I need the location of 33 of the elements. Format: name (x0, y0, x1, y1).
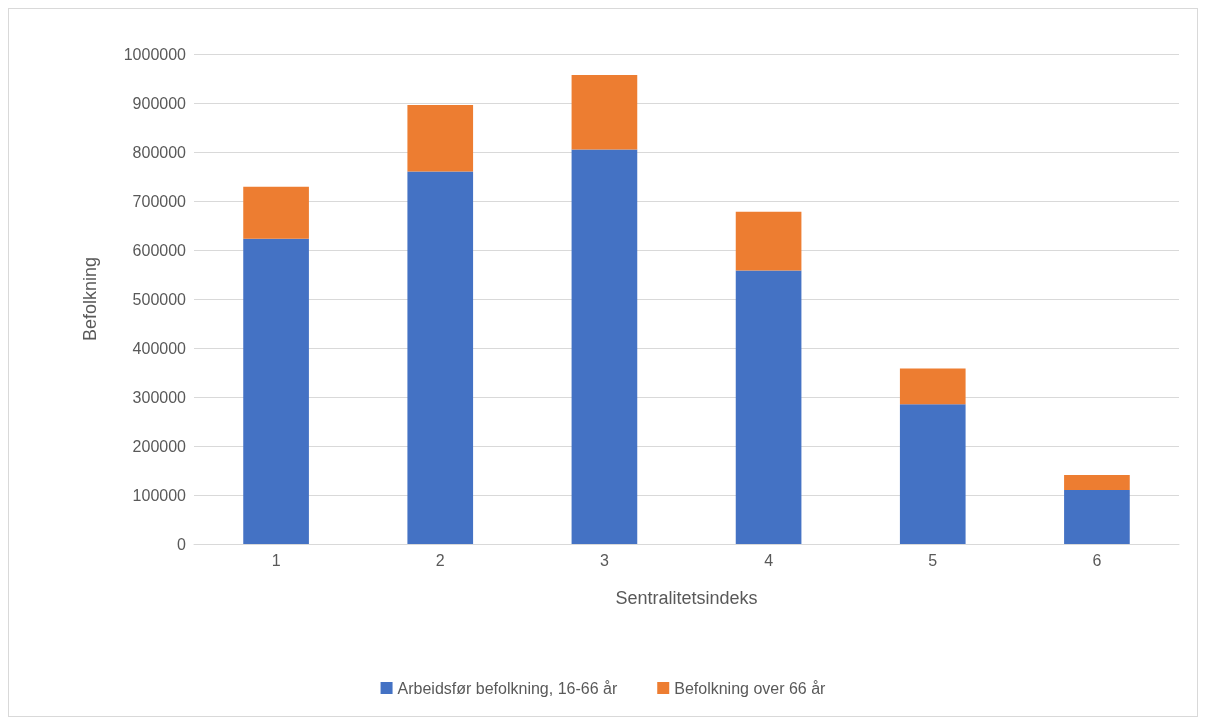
y-tick-label: 400000 (132, 339, 187, 357)
x-tick-label: 5 (928, 551, 938, 569)
y-tick-label: 600000 (132, 241, 187, 259)
y-tick-label: 200000 (132, 437, 187, 455)
bar (243, 186, 309, 239)
x-tick-label: 6 (1092, 551, 1102, 569)
legend-label: Befolkning over 66 år (674, 679, 827, 697)
bar (1064, 490, 1130, 544)
x-tick-label: 4 (764, 551, 774, 569)
y-axis-title: Befolkning (80, 256, 100, 342)
bar (571, 75, 638, 150)
y-tick-label: 800000 (132, 143, 187, 161)
bar (571, 149, 638, 544)
x-tick-label: 1 (271, 551, 281, 569)
x-tick-label: 2 (435, 551, 445, 569)
y-tick-label: 300000 (132, 388, 187, 406)
y-tick-label: 900000 (132, 94, 187, 112)
bar (407, 171, 474, 544)
y-tick-label: 100000 (132, 486, 187, 504)
legend-label: Arbeidsfør befolkning, 16-66 år (397, 679, 618, 697)
y-tick-label: 1000000 (123, 45, 187, 63)
bar (735, 270, 802, 544)
bar (1064, 474, 1130, 491)
y-tick-label: 500000 (132, 290, 187, 308)
y-tick-label: 700000 (132, 192, 187, 210)
bar (899, 368, 966, 405)
y-tick-label: 0 (177, 535, 187, 553)
x-axis-title: Sentralitetsindeks (615, 588, 758, 608)
bar (899, 404, 966, 544)
bar (407, 104, 474, 172)
bar (735, 211, 802, 271)
bar (243, 238, 309, 544)
x-tick-label: 3 (599, 551, 609, 569)
